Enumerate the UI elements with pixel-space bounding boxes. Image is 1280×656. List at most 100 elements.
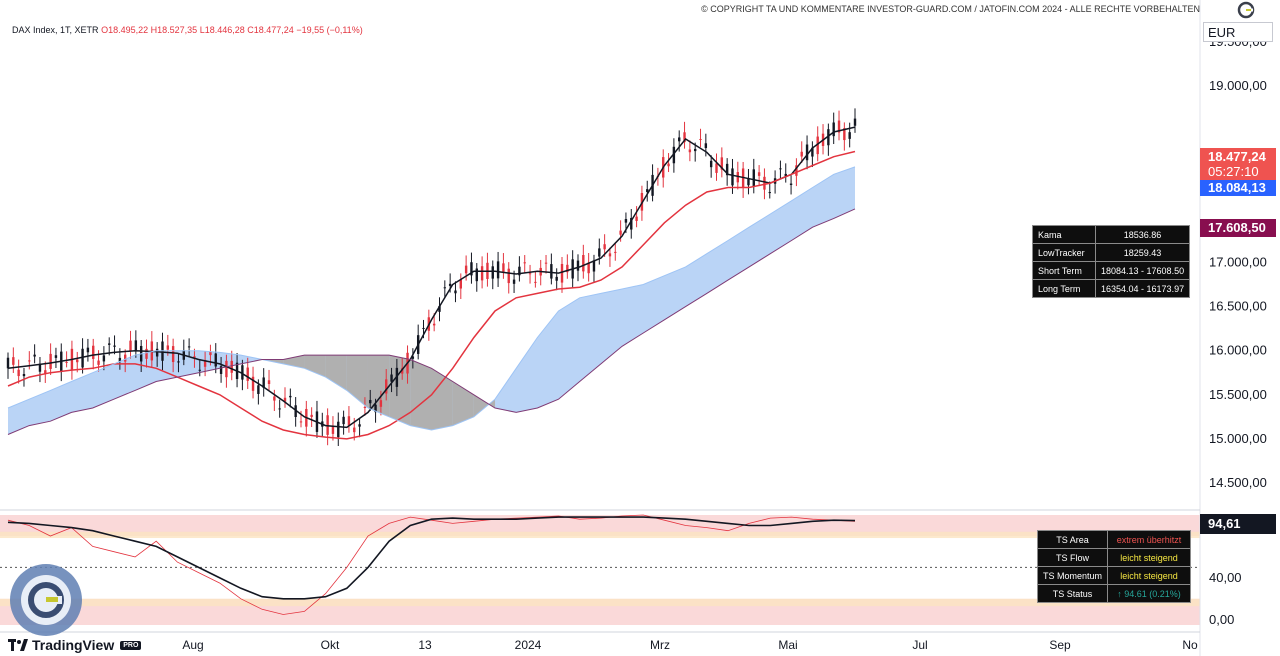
ohlc-low: L18.446,28: [199, 25, 245, 35]
last-price-tag: 18.477,24 05:27:10: [1200, 148, 1276, 180]
candle-body: [475, 268, 478, 282]
candle-body: [108, 343, 111, 345]
candle-body: [443, 287, 447, 289]
candle-body: [512, 279, 516, 284]
candle-body: [789, 183, 793, 185]
candle-body: [267, 380, 271, 385]
ts-status-table: TS Area extrem überhitzt TS Flow leicht ste…: [1036, 530, 1192, 603]
info-key: Long Term: [1032, 279, 1096, 298]
candle-body: [129, 340, 132, 351]
candle-body: [550, 264, 553, 279]
osc-current-tag: 94,61: [1200, 514, 1276, 534]
candle-body: [432, 323, 436, 326]
candle-body: [502, 263, 505, 272]
ts-key: TS Area: [1036, 530, 1109, 549]
short-term-cloud-bearish: [431, 368, 453, 431]
candle-body: [22, 374, 26, 377]
candle-body: [283, 397, 287, 402]
candle-body: [97, 360, 100, 365]
info-key: LowTracker: [1032, 243, 1096, 262]
price-tick-label: 16.500,00: [1209, 299, 1267, 314]
ts-key: TS Momentum: [1036, 566, 1109, 585]
candle-body: [363, 406, 367, 408]
candle-body: [784, 173, 787, 177]
osc-lower-inner-band: [0, 598, 1200, 607]
candle-body: [646, 189, 649, 192]
time-tick-label: Mai: [778, 638, 797, 652]
candle-body: [353, 427, 356, 433]
indicator-info-table: Kama 18536.86 LowTracker 18259.43 Short Term…: [1032, 225, 1191, 298]
time-tick-label: 13: [418, 638, 432, 652]
ohlc-change: −19,55 (−0,11%): [296, 25, 363, 35]
line-short-term-upper: [7, 166, 856, 431]
short-term-cloud-bearish: [389, 355, 411, 426]
candle-body: [438, 305, 441, 312]
candle-body: [768, 192, 771, 194]
candle-body: [672, 146, 676, 164]
candle-body: [480, 266, 484, 281]
candle-body: [262, 377, 265, 388]
candle-body: [699, 138, 702, 140]
candle-body: [587, 262, 590, 274]
candle-body: [273, 396, 276, 401]
candle-body: [145, 348, 148, 359]
candle-body: [752, 169, 755, 187]
candle-body: [331, 426, 335, 434]
chart-legend-title: DAX Index, 1T, XETR O18.495,22 H18.527,3…: [12, 25, 363, 35]
candle-body: [470, 262, 473, 276]
osc-upper-band: [0, 515, 1200, 536]
candle-body: [720, 157, 724, 170]
candle-body: [518, 266, 521, 276]
candle-body: [209, 351, 212, 356]
price-tick-label: 15.500,00: [1209, 387, 1267, 402]
candle-body: [560, 263, 564, 283]
price-tick-label: 14.500,00: [1209, 475, 1267, 490]
candle-body: [544, 262, 548, 264]
candle-body: [464, 265, 468, 274]
candle-body: [459, 279, 462, 289]
candle-body: [251, 376, 255, 391]
candle-body: [582, 255, 585, 272]
candle-body: [246, 367, 249, 381]
osc-line-ts-fast: [7, 514, 856, 615]
candle-body: [337, 421, 340, 438]
candle-body: [289, 395, 292, 398]
candle-body: [827, 129, 830, 146]
candle-body: [725, 163, 729, 176]
time-tick-label: No: [1182, 638, 1198, 652]
candle-body: [92, 345, 95, 359]
line-kama: [7, 126, 856, 429]
candle-body: [555, 276, 558, 281]
candle-body: [28, 360, 31, 362]
last-price-value: 18.477,24: [1208, 149, 1266, 164]
candle-body: [603, 244, 606, 250]
time-tick-label: Aug: [182, 638, 203, 652]
candle-body: [811, 147, 814, 157]
short-term-cloud-bearish: [325, 355, 347, 391]
short-term-cloud: [8, 166, 855, 435]
info-key: Kama: [1032, 225, 1096, 244]
candle-body: [534, 281, 537, 283]
candle-body: [688, 149, 692, 153]
candle-body: [358, 424, 361, 427]
candle-body: [86, 347, 90, 353]
candle-body: [667, 163, 670, 167]
ohlc-close: C18.477,24: [247, 25, 294, 35]
line-lowtracker: [7, 150, 856, 440]
currency-label[interactable]: EUR: [1203, 22, 1273, 42]
candle-body: [678, 137, 681, 142]
info-value: 18084.13 - 17608.50: [1094, 261, 1191, 280]
ts-row: TS Flow leicht steigend: [1036, 548, 1192, 567]
candle-body: [342, 416, 345, 425]
osc-tick-label: 40,00: [1209, 570, 1242, 585]
time-tick-label: Jul: [912, 638, 927, 652]
candle-body: [390, 374, 393, 382]
ts-value: extrem überhitzt: [1107, 530, 1192, 549]
short-term-cloud-bearish: [452, 381, 474, 426]
info-value: 18536.86: [1094, 225, 1191, 244]
info-row: LowTracker 18259.43: [1032, 243, 1191, 262]
candle-body: [219, 366, 223, 374]
tradingview-logo[interactable]: TradingView PRO: [8, 637, 142, 653]
candle-body: [102, 355, 106, 362]
